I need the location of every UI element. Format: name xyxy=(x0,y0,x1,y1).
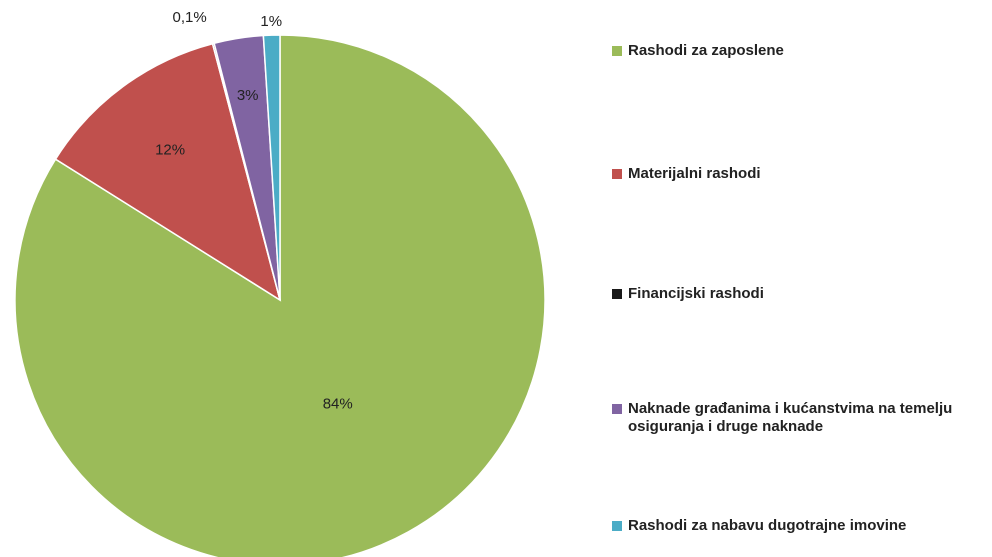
legend-item: Rashodi za nabavu dugotrajne imovine xyxy=(612,517,982,535)
legend-label: Rashodi za nabavu dugotrajne imovine xyxy=(628,517,907,534)
legend-swatch xyxy=(612,521,622,531)
legend-label: Naknade građanima i kućanstvima na temel… xyxy=(628,400,953,435)
legend-item: Materijalni rashodi xyxy=(612,165,982,183)
data-label: 12% xyxy=(155,142,185,159)
legend-swatch xyxy=(612,46,622,56)
pie-slice xyxy=(14,34,546,557)
legend-swatch xyxy=(612,404,622,414)
legend-swatch xyxy=(612,289,622,299)
data-label: 3% xyxy=(237,87,259,104)
data-label: 1% xyxy=(260,13,282,30)
legend-item: Rashodi za zaposlene xyxy=(612,42,982,60)
legend-item: Financijski rashodi xyxy=(612,285,982,303)
pie-slice xyxy=(262,34,281,301)
legend-item: Naknade građanima i kućanstvima na temel… xyxy=(612,400,982,436)
legend-label: Materijalni rashodi xyxy=(628,165,761,182)
data-label: 0,1% xyxy=(172,9,206,26)
legend-label: Rashodi za zaposlene xyxy=(628,42,784,59)
legend-swatch xyxy=(612,169,622,179)
legend-label: Financijski rashodi xyxy=(628,285,764,302)
data-label: 84% xyxy=(323,395,353,412)
pie-slice xyxy=(54,42,282,302)
